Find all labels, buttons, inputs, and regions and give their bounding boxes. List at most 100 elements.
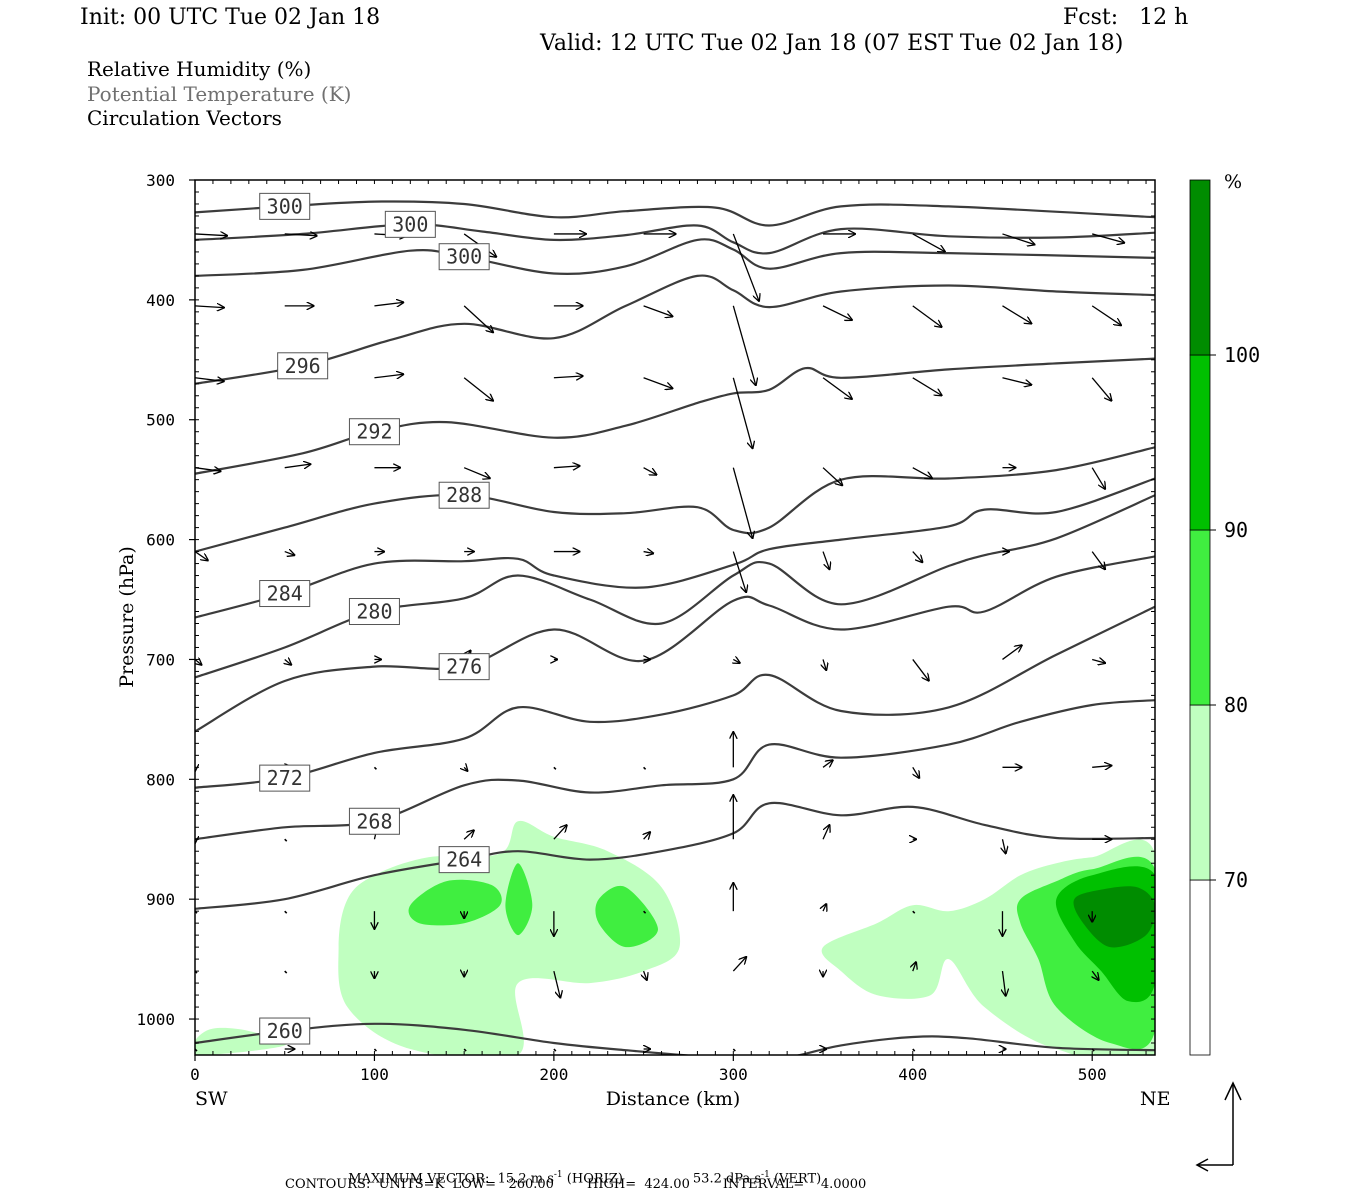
x-tick-label: 200: [539, 1065, 568, 1084]
circulation-vector: [553, 1048, 557, 1052]
circulation-vector: [195, 234, 227, 236]
y-tick-label: 900: [146, 890, 175, 909]
contour-label-300: 300: [384, 210, 436, 238]
contour-label-text: 300: [446, 245, 482, 269]
axis-layer: 300 400 500 600 700 800 900 1000 0 100 200 300 400 50…: [136, 171, 1155, 1084]
y-tick-label: 700: [146, 650, 175, 669]
contour-label-288: 288: [438, 481, 490, 509]
circulation-vector: [284, 464, 311, 468]
legend-potential-temperature: Potential Temperature (K): [87, 82, 352, 106]
forecast-hour: Fcst: 12 h: [1063, 5, 1189, 30]
legend-circulation-vectors: Circulation Vectors: [87, 106, 282, 130]
circulation-vector: [822, 825, 829, 840]
circulation-vector: [643, 377, 673, 389]
circulation-vector: [732, 467, 752, 538]
contour-label-300: 300: [259, 192, 311, 220]
circulation-vector: [732, 305, 755, 385]
colorbar-unit: %: [1224, 171, 1242, 193]
circulation-vector: [823, 659, 826, 670]
footer-max-vector: MAXIMUM VECTOR: 15.2 m s-1 (HORIZ) 53.2 d…: [348, 1170, 822, 1187]
circulation-vector: [643, 552, 654, 554]
x-tick-label: 100: [360, 1065, 389, 1084]
colorbar-band: [1189, 179, 1211, 356]
colorbar-label: 80: [1224, 693, 1248, 717]
circulation-vector: [284, 970, 288, 974]
colorbar-label: 90: [1224, 518, 1248, 542]
contour-label-text: 272: [267, 766, 303, 790]
colorbar-band: [1189, 354, 1211, 531]
theta-contour-284: [195, 477, 1155, 619]
circulation-vector: [195, 306, 224, 308]
circulation-vector: [553, 825, 567, 840]
theta-contour-292: [195, 357, 1155, 475]
contour-label-text: 300: [267, 194, 303, 218]
circulation-vector: [284, 552, 295, 556]
circulation-vector: [733, 659, 739, 663]
circulation-vector: [822, 377, 852, 399]
y-tick-label: 800: [146, 770, 175, 789]
circulation-vector: [463, 830, 474, 840]
circulation-vector: [1091, 377, 1111, 401]
contour-label-text: 288: [446, 483, 482, 507]
contour-label-text: 276: [446, 655, 482, 679]
valid-time: Valid: 12 UTC Tue 02 Jan 18 (07 EST Tue …: [540, 31, 1124, 56]
circulation-vector: [912, 305, 942, 327]
circulation-vector: [644, 970, 647, 980]
contour-label-284: 284: [259, 580, 311, 608]
theta-contour-260: [195, 1022, 1155, 1055]
legend-relative-humidity: Relative Humidity (%): [87, 57, 312, 81]
rh-region-80: [505, 863, 533, 936]
circulation-vector: [463, 305, 493, 332]
circulation-vector: [822, 305, 852, 320]
theta-contour-288: [195, 446, 1155, 553]
circulation-vector: [912, 377, 942, 396]
rh-region-80: [408, 879, 502, 926]
circulation-vector: [643, 910, 647, 914]
y-tick-label: 400: [146, 291, 175, 310]
circulation-vector: [195, 468, 221, 472]
circulation-vector: [195, 659, 201, 664]
contour-label-text: 264: [446, 848, 482, 872]
circulation-vector: [195, 551, 208, 561]
contour-label-276: 276: [438, 653, 490, 681]
circulation-vector: [732, 377, 752, 448]
circulation-vector: [284, 910, 288, 914]
colorbar-label: 70: [1224, 868, 1248, 892]
max-vert-value: 53.2 dPa s: [692, 1171, 762, 1187]
circulation-vector: [374, 302, 403, 306]
plot-frame: [194, 179, 1156, 1056]
circulation-vector: [732, 1048, 736, 1052]
theta-contour-layer: [195, 200, 1155, 1055]
contour-label-272: 272: [259, 764, 311, 792]
circulation-vector: [644, 832, 650, 839]
circulation-vector: [553, 970, 560, 997]
x-end-label-ne: NE: [1140, 1088, 1171, 1110]
circulation-vector: [1092, 233, 1124, 243]
max-vert-unit: (VERT): [773, 1171, 822, 1187]
reference-vector-icon: [1195, 1081, 1242, 1172]
contour-label-text: 300: [392, 212, 428, 236]
x-end-label-sw: SW: [195, 1088, 228, 1110]
circulation-vector: [464, 767, 467, 771]
theta-contour-300: [195, 238, 1155, 277]
init-time: Init: 00 UTC Tue 02 Jan 18: [80, 5, 381, 30]
circulation-vector: [912, 551, 923, 563]
theta-contour-272: [195, 605, 1155, 789]
circulation-vector: [1002, 377, 1031, 385]
x-axis-label: Distance (km): [606, 1088, 741, 1110]
circulation-vector: [912, 467, 932, 479]
circulation-vector: [1002, 971, 1005, 996]
contour-label-text: 268: [356, 809, 392, 833]
circulation-vector: [1091, 551, 1105, 570]
circulation-vector: [285, 659, 291, 664]
circulation-vector: [1091, 1048, 1095, 1052]
circulation-vector: [1092, 970, 1098, 980]
circulation-vector: [195, 378, 224, 382]
circulation-vector: [1002, 839, 1005, 853]
circulation-vector: [463, 377, 493, 401]
circulation-vector: [463, 467, 490, 479]
circulation-vector: [643, 305, 673, 317]
circulation-vector: [1091, 467, 1105, 489]
circulation-vector-layer: [195, 234, 1124, 1051]
contour-label-268: 268: [348, 807, 400, 835]
